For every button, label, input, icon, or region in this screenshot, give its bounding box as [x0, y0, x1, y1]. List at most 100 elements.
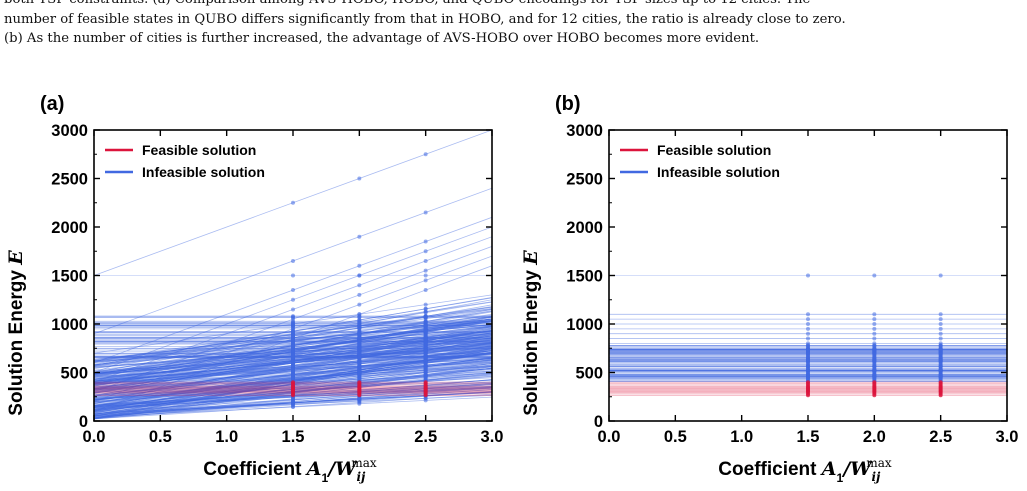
infeasible-point [291, 343, 295, 348]
infeasible-point [872, 343, 877, 348]
infeasible-point [938, 336, 943, 341]
feasible-point [357, 380, 362, 385]
infeasible-point [423, 366, 428, 371]
y-tick-label: 1000 [566, 316, 603, 334]
x-tick-label: 1.5 [282, 428, 305, 446]
infeasible-point [806, 322, 810, 326]
infeasible-point [938, 347, 943, 352]
y-axis-label: Solution Energy E [520, 250, 542, 416]
infeasible-point [291, 273, 295, 278]
infeasible-point [806, 354, 810, 359]
x-tick-label: 0.0 [598, 428, 621, 446]
infeasible-point [357, 360, 362, 365]
infeasible-point [938, 326, 943, 331]
infeasible-point [872, 322, 877, 326]
infeasible-point [291, 322, 295, 326]
infeasible-point [357, 399, 362, 404]
svg-text:Coefficient A1/Wijmax: Coefficient A1/Wijmax [203, 456, 377, 485]
infeasible-point [806, 326, 810, 331]
infeasible-point [806, 331, 810, 336]
infeasible-point [423, 396, 428, 401]
infeasible-point [872, 367, 877, 372]
infeasible-point [423, 273, 428, 278]
infeasible-point [357, 335, 362, 340]
infeasible-point [423, 314, 428, 319]
x-axis-label: Coefficient A1/Wijmax [203, 456, 377, 485]
svg-text:Coefficient A1/Wijmax: Coefficient A1/Wijmax [718, 456, 892, 485]
y-tick-label: 500 [60, 365, 88, 383]
y-tick-label: 500 [575, 365, 603, 383]
infeasible-point [291, 405, 295, 410]
infeasible-point [357, 176, 362, 181]
infeasible-point [938, 322, 943, 326]
infeasible-point [423, 369, 428, 374]
legend-label: Infeasible solution [657, 164, 780, 180]
infeasible-point [938, 317, 943, 322]
infeasible-point [291, 402, 295, 407]
chart-panel-a: (a) Solution Energy E Coefficient A1/Wij… [5, 93, 503, 485]
x-tick-label: 0.5 [664, 428, 687, 446]
infeasible-point [357, 234, 362, 239]
x-tick-label: 0.5 [149, 428, 172, 446]
panel-label: (b) [555, 93, 581, 115]
feasible-point [291, 380, 295, 385]
infeasible-point [291, 326, 295, 331]
infeasible-point [357, 376, 362, 381]
infeasible-point [423, 302, 428, 307]
y-tick-label: 0 [79, 413, 88, 431]
infeasible-point [423, 152, 428, 157]
infeasible-point [357, 302, 362, 307]
svg-text:Solution Energy E: Solution Energy E [520, 250, 542, 416]
y-tick-label: 3000 [51, 122, 88, 140]
infeasible-point [423, 361, 428, 366]
infeasible-point [423, 210, 428, 215]
infeasible-point [423, 319, 428, 324]
infeasible-point [291, 329, 295, 334]
y-tick-label: 2000 [566, 219, 603, 237]
infeasible-point [872, 331, 877, 336]
infeasible-point [423, 329, 428, 334]
feasible-point [806, 380, 810, 385]
infeasible-point [806, 317, 810, 322]
infeasible-point [806, 343, 810, 348]
infeasible-point [938, 372, 943, 377]
infeasible-point [938, 343, 943, 348]
infeasible-point [357, 371, 362, 376]
infeasible-point [872, 317, 877, 322]
infeasible-point [291, 288, 295, 293]
x-tick-label: 2.5 [929, 428, 952, 446]
infeasible-point [872, 273, 877, 278]
infeasible-point [806, 273, 810, 278]
infeasible-point [806, 372, 810, 377]
legend-label: Feasible solution [657, 142, 771, 158]
caption-line: number of feasible states in QUBO differ… [4, 11, 846, 27]
infeasible-point [357, 283, 362, 288]
infeasible-point [938, 273, 943, 278]
plot-area [609, 273, 1007, 398]
y-tick-label: 1000 [51, 316, 88, 334]
x-tick-label: 2.5 [414, 428, 437, 446]
y-tick-label: 1500 [566, 268, 603, 286]
chart-panel-b: (b) Solution Energy E Coefficient A1/Wij… [520, 93, 1019, 485]
infeasible-point [938, 367, 943, 372]
infeasible-point [423, 348, 428, 353]
infeasible-point [806, 312, 810, 317]
infeasible-point [938, 331, 943, 336]
infeasible-point [423, 288, 428, 293]
x-axis-label: Coefficient A1/Wijmax [718, 456, 892, 485]
caption-line: (b) As the number of cities is further i… [4, 31, 760, 46]
infeasible-point [291, 358, 295, 363]
infeasible-point [423, 278, 428, 283]
y-tick-label: 2500 [51, 171, 88, 189]
x-tick-label: 3.0 [996, 428, 1019, 446]
legend-label: Infeasible solution [142, 164, 265, 180]
infeasible-point [291, 200, 295, 205]
infeasible-point [291, 297, 295, 302]
x-tick-label: 1.0 [215, 428, 238, 446]
infeasible-point [872, 347, 877, 352]
infeasible-point [872, 326, 877, 331]
infeasible-point [938, 354, 943, 359]
infeasible-point [291, 348, 295, 353]
infeasible-point [291, 372, 295, 377]
infeasible-point [423, 344, 428, 349]
